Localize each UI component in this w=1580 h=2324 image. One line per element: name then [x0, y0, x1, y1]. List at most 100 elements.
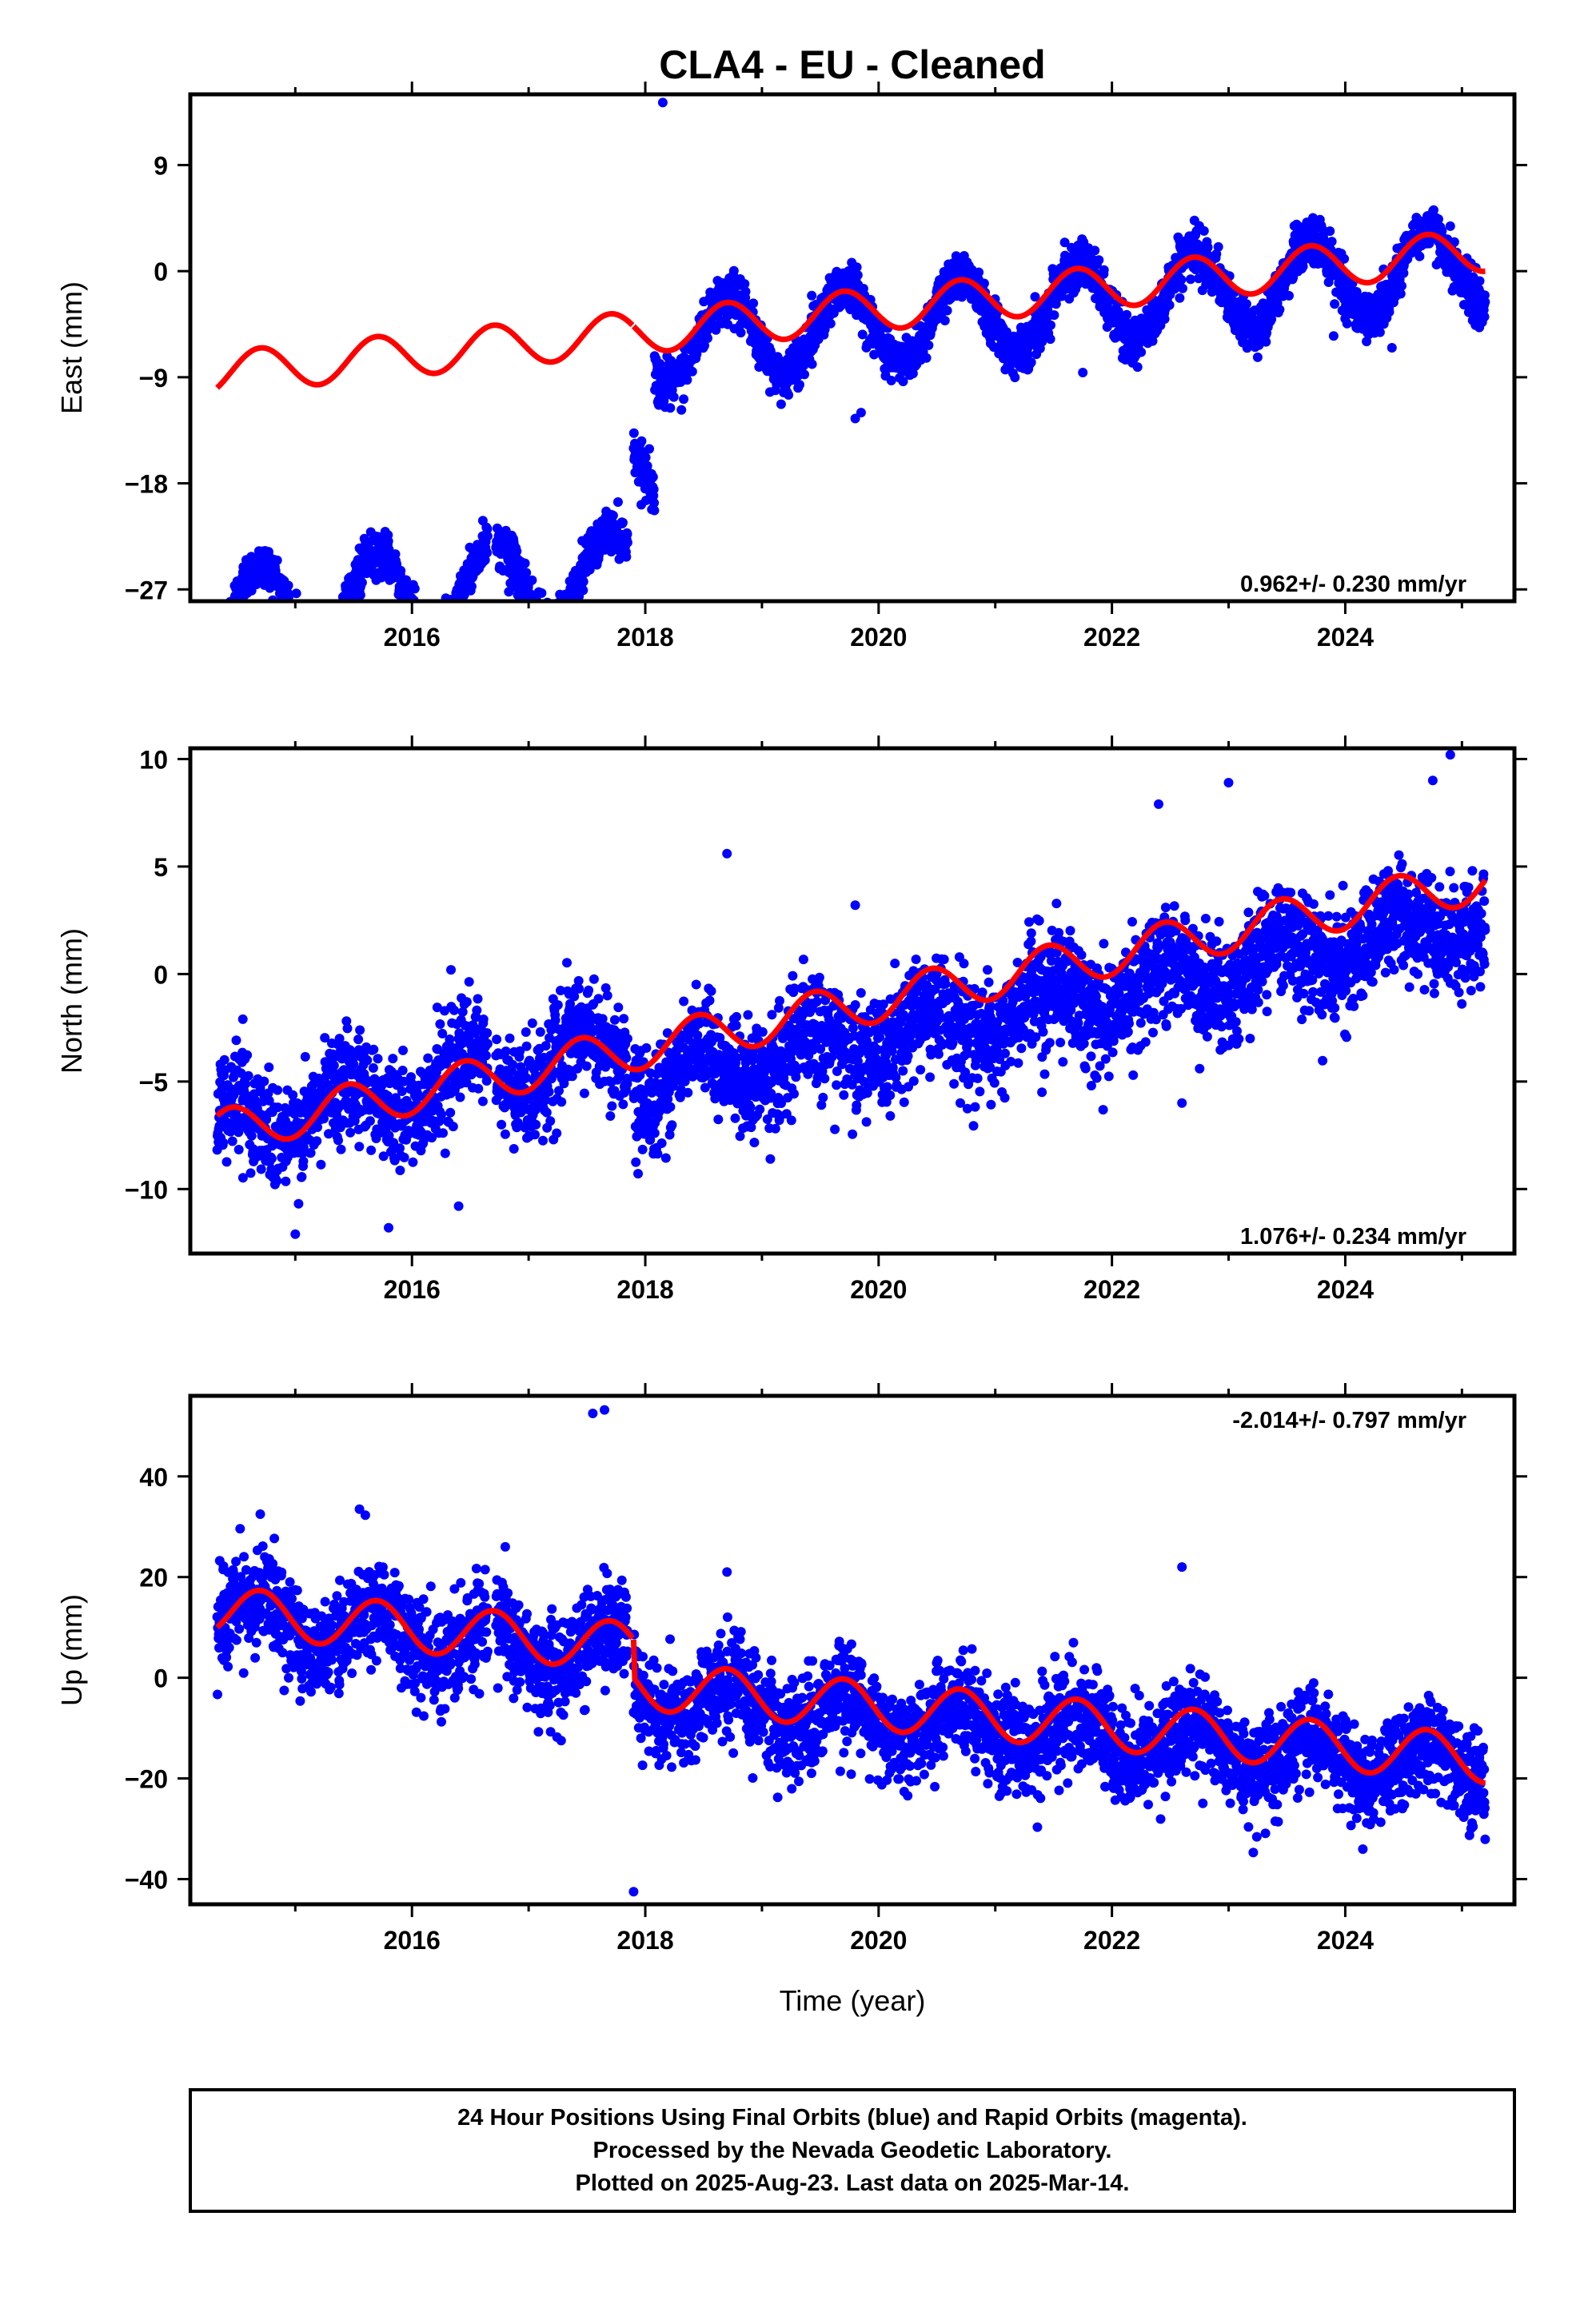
north-point-698	[435, 1019, 445, 1029]
north-point-379	[333, 1135, 343, 1145]
east-point-1228	[623, 538, 632, 548]
north-point-325	[316, 1160, 325, 1170]
north-point-1007	[542, 1108, 552, 1118]
east-point-1565	[736, 328, 746, 337]
north-point-105	[246, 1168, 256, 1178]
north-point-442	[353, 1034, 363, 1044]
north-point-847	[483, 1039, 493, 1049]
north-point-844	[482, 1076, 492, 1086]
north-point-865	[497, 1120, 506, 1130]
east-point-1090	[579, 577, 589, 587]
north-point-660	[423, 1054, 433, 1063]
east-point-601	[410, 584, 420, 593]
north-point-445	[354, 1142, 364, 1151]
east-outlier-3902	[273, 573, 282, 583]
east-point-1580	[741, 287, 751, 297]
north-point-834	[479, 1015, 489, 1024]
north-point-108	[247, 1131, 257, 1141]
north-point-739	[449, 1122, 458, 1131]
north-point-388	[337, 1145, 346, 1154]
north-point-215	[281, 1177, 290, 1186]
east-point-1290	[648, 472, 658, 482]
east-outlier-3904	[693, 343, 703, 353]
north-point-842	[481, 1050, 491, 1060]
east-point-3027	[1203, 242, 1213, 252]
east-point-1254	[636, 436, 646, 446]
north-point-707	[438, 1128, 448, 1138]
east-point-943	[527, 576, 537, 585]
east-point-1230	[629, 429, 639, 438]
east-point-1931	[853, 270, 863, 280]
east-point-557	[396, 566, 405, 576]
north-point-850	[492, 1034, 501, 1044]
east-xtick-label-2018: 2018	[616, 623, 673, 652]
east-point-2423	[1010, 373, 1019, 382]
east-point-3566	[1375, 328, 1385, 337]
north-point-489	[369, 1063, 378, 1073]
north-point-479	[365, 1116, 375, 1126]
east-point-188	[273, 556, 282, 565]
east-point-1846	[826, 319, 836, 329]
east-point-2474	[1027, 357, 1036, 367]
north-point-270	[298, 1157, 308, 1166]
east-point-1089	[578, 585, 588, 595]
north-point-987	[536, 1027, 545, 1037]
north-point-162	[264, 1062, 273, 1072]
east-y-axis-label: East (mm)	[55, 281, 88, 414]
north-point-23	[220, 1055, 229, 1065]
north-point-447	[355, 1026, 365, 1035]
north-point-19	[218, 1138, 228, 1147]
east-point-1213	[618, 518, 628, 528]
east-point-223	[284, 580, 293, 590]
north-point-1018	[545, 1116, 555, 1126]
east-point-1413	[688, 367, 697, 377]
north-point-138	[257, 1165, 266, 1174]
east-point-779	[467, 582, 477, 592]
north-point-187	[272, 1176, 281, 1186]
north-point-942	[521, 1027, 531, 1037]
east-point-3415	[1327, 237, 1337, 246]
north-point-789	[465, 977, 474, 987]
east-point-2944	[1176, 275, 1186, 285]
east-point-1764	[800, 369, 809, 379]
east-point-1379	[676, 405, 686, 415]
east-rate-label: 0.962+/- 0.230 mm/yr	[1240, 572, 1466, 597]
east-point-1386	[679, 394, 688, 404]
north-point-366	[329, 1061, 339, 1070]
north-point-171	[267, 1154, 277, 1163]
north-point-265	[297, 1172, 306, 1182]
north-point-490	[369, 1045, 378, 1054]
north-point-962	[528, 1018, 537, 1028]
east-point-3060	[1214, 242, 1223, 252]
east-point-3463	[1343, 319, 1352, 329]
east-point-2673	[1090, 245, 1099, 255]
east-point-2036	[887, 376, 896, 385]
east-point-1604	[748, 298, 758, 308]
north-point-1034	[551, 1015, 561, 1025]
east-outlier-3906	[1329, 331, 1339, 341]
east-point-2146	[922, 353, 932, 363]
north-point-581	[398, 1066, 408, 1075]
north-point-68	[234, 1145, 244, 1154]
north-point-845	[482, 1028, 492, 1038]
east-xtick-label-2024: 2024	[1317, 623, 1374, 652]
east-point-2807	[1133, 362, 1143, 372]
north-point-147	[259, 1077, 269, 1086]
east-point-1224	[621, 552, 631, 562]
east-point-973	[537, 588, 546, 598]
east-point-1691	[776, 400, 786, 409]
east-point-921	[521, 559, 530, 568]
east-point-895	[512, 547, 521, 556]
east-point-2546	[1049, 310, 1059, 320]
east-point-1355	[669, 393, 679, 402]
east-point-3595	[1385, 307, 1394, 317]
east-point-3409	[1325, 226, 1335, 236]
north-point-276	[301, 1052, 310, 1062]
east-point-3893	[1480, 312, 1490, 321]
east-outlier-3905	[1387, 343, 1397, 353]
east-point-2211	[943, 306, 952, 316]
east-ytick-label--18: −18	[125, 470, 168, 499]
north-point-995	[538, 1136, 548, 1146]
north-point-813	[472, 1006, 481, 1015]
east-point-3895	[1480, 297, 1490, 307]
